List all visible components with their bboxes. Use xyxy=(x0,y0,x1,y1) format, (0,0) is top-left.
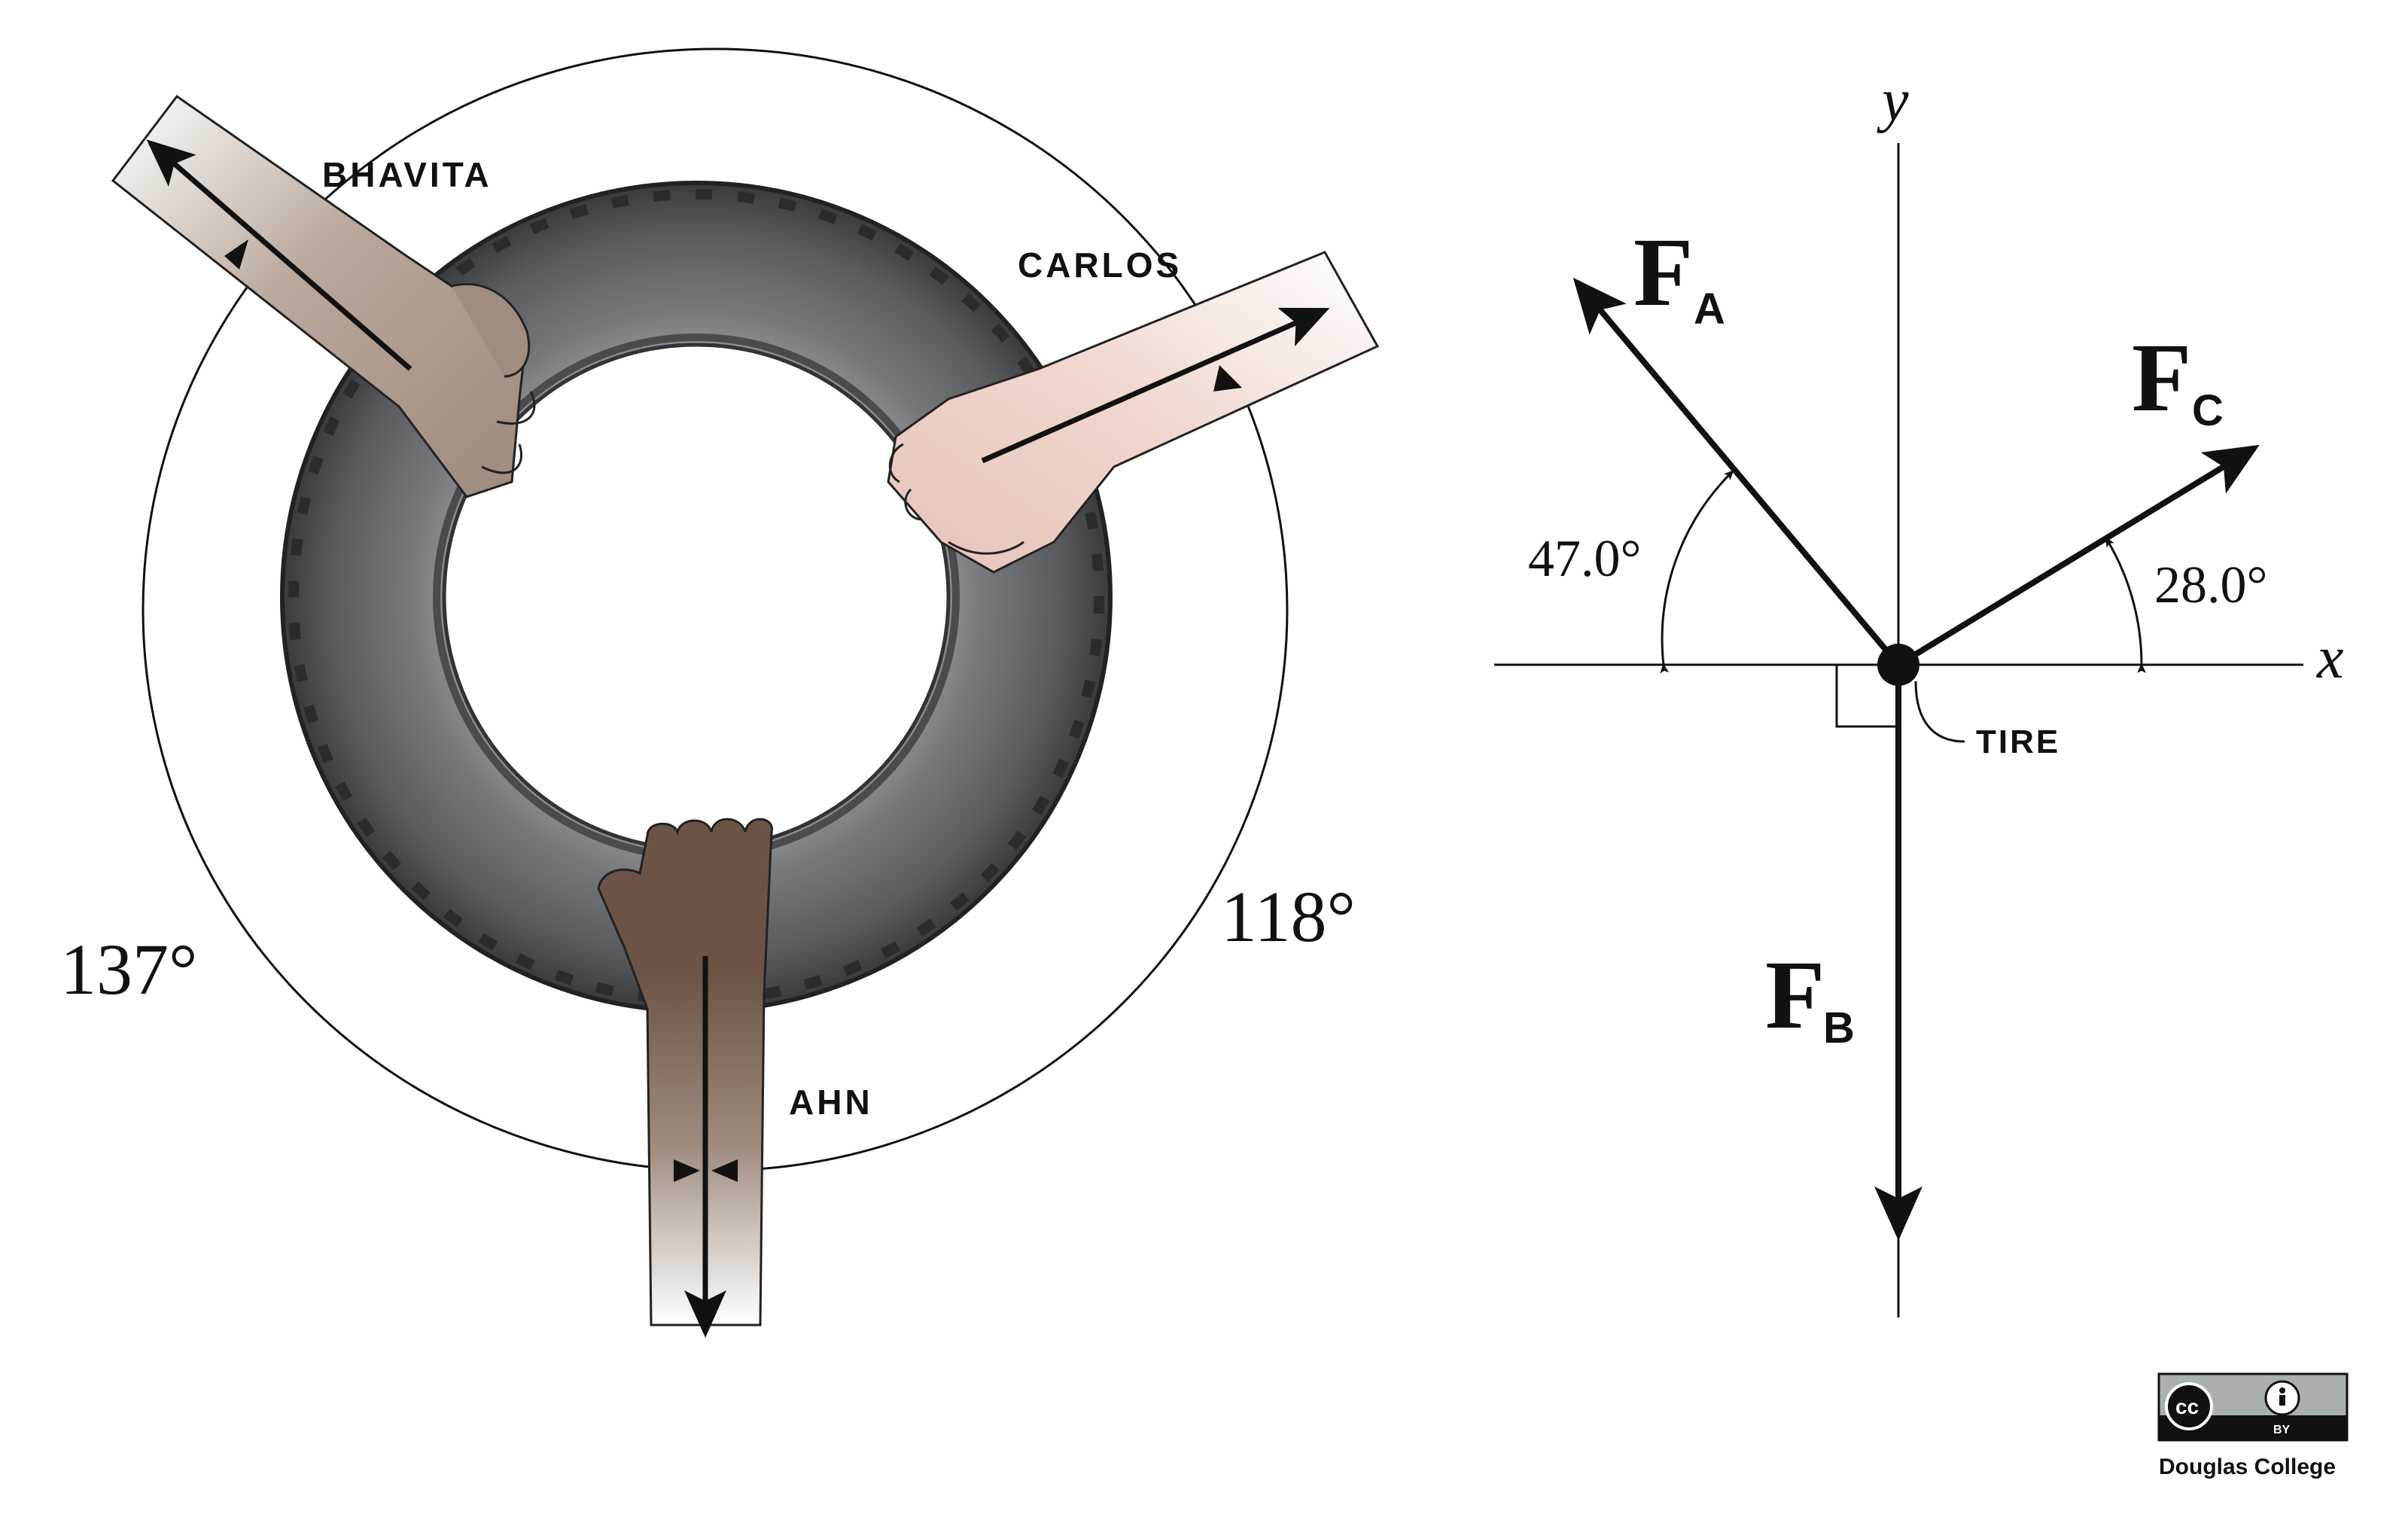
angle-label-left: 137° xyxy=(60,929,197,1010)
credit-text: Douglas College xyxy=(2159,1454,2336,1479)
right-panel: y x TIRE F A F C F B 47.0° 28.0° xyxy=(1494,68,2344,1317)
tire-leader-line xyxy=(1914,681,1965,743)
y-axis-label: y xyxy=(1877,68,1909,134)
arc-arrowhead-ahn-right xyxy=(711,1159,738,1182)
vector-fc xyxy=(1896,444,2260,668)
cc-text: cc xyxy=(2175,1395,2199,1418)
label-fa: F xyxy=(1633,218,1693,327)
arc-arrowhead-bhavita xyxy=(224,239,248,270)
label-tire: TIRE xyxy=(1976,723,2060,760)
hand-carlos xyxy=(887,251,1380,574)
label-ahn: AHN xyxy=(789,1083,873,1122)
angle-label-fa: 47.0° xyxy=(1528,530,1642,588)
label-bhavita: BHAVITA xyxy=(322,155,492,194)
label-fa-sub: A xyxy=(1694,285,1725,334)
tire-point xyxy=(1877,644,1919,686)
license-badge: cc BY Douglas College xyxy=(2157,1372,2349,1479)
label-fc: F xyxy=(2132,324,2191,432)
arc-arrowhead-ahn-left xyxy=(674,1159,700,1182)
by-text: BY xyxy=(2273,1424,2291,1436)
angle-arc-circle xyxy=(142,47,1289,1171)
angle-label-right: 118° xyxy=(1221,876,1356,957)
vector-fa xyxy=(1572,277,1901,667)
label-fb: F xyxy=(1765,941,1825,1049)
left-panel: BHAVITA CARLOS AHN 137° 118° xyxy=(60,47,1380,1338)
arrow-carlos xyxy=(981,307,1330,464)
hand-ahn xyxy=(597,818,773,1338)
hand-bhavita xyxy=(111,94,536,498)
tire-hole xyxy=(442,343,951,851)
label-fc-sub: C xyxy=(2192,386,2224,435)
angle-label-fc: 28.0° xyxy=(2154,556,2268,614)
angle-arc-fa xyxy=(1660,470,1734,674)
label-fb-sub: B xyxy=(1823,1004,1855,1052)
label-carlos: CARLOS xyxy=(1018,245,1182,285)
cc-icon xyxy=(2165,1382,2213,1430)
x-axis-label: x xyxy=(2316,625,2344,691)
arrow-bhavita xyxy=(146,139,412,371)
arc-arrowhead-carlos xyxy=(1213,365,1242,391)
right-angle-marker xyxy=(1835,665,1898,728)
angle-arc-fc xyxy=(2105,537,2146,674)
